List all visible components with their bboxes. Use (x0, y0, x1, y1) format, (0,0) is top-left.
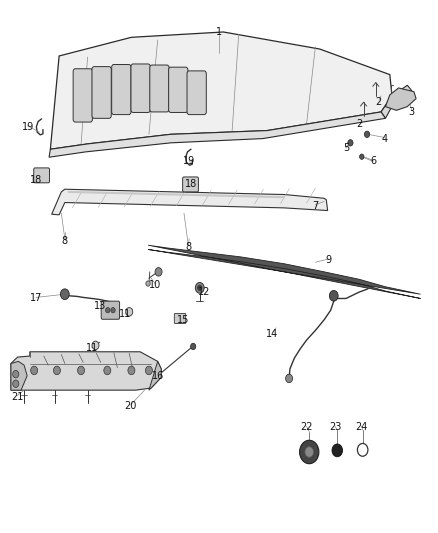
Circle shape (53, 366, 60, 375)
Circle shape (128, 366, 135, 375)
Circle shape (78, 366, 85, 375)
FancyBboxPatch shape (183, 177, 198, 192)
Circle shape (60, 289, 69, 300)
Text: 9: 9 (325, 255, 332, 265)
Circle shape (389, 97, 395, 103)
Text: 3: 3 (409, 107, 415, 117)
Circle shape (146, 281, 150, 286)
Polygon shape (49, 112, 385, 157)
Circle shape (360, 154, 364, 159)
Text: 11: 11 (119, 310, 131, 319)
Circle shape (329, 290, 338, 301)
FancyBboxPatch shape (34, 168, 49, 183)
Polygon shape (148, 245, 420, 298)
Text: 18: 18 (30, 175, 42, 185)
Text: 11: 11 (86, 343, 98, 352)
Text: 8: 8 (185, 242, 191, 252)
Circle shape (126, 308, 133, 316)
Circle shape (300, 440, 319, 464)
FancyBboxPatch shape (112, 64, 131, 115)
Polygon shape (68, 191, 285, 198)
Text: 6: 6 (370, 157, 376, 166)
Circle shape (13, 370, 19, 378)
Polygon shape (149, 361, 161, 390)
Text: 20: 20 (124, 401, 137, 411)
Text: 13: 13 (94, 302, 106, 311)
FancyBboxPatch shape (73, 69, 92, 122)
Circle shape (198, 285, 202, 290)
Text: 2: 2 (376, 98, 382, 107)
Polygon shape (11, 361, 27, 390)
Text: 8: 8 (62, 236, 68, 246)
FancyBboxPatch shape (169, 67, 188, 112)
Text: 4: 4 (381, 134, 388, 143)
Text: 7: 7 (312, 201, 318, 211)
Polygon shape (50, 32, 392, 149)
FancyBboxPatch shape (150, 65, 169, 112)
Text: 23: 23 (329, 423, 341, 432)
Circle shape (332, 444, 343, 457)
Text: 14: 14 (266, 329, 279, 338)
Text: 2: 2 (356, 119, 362, 128)
Polygon shape (385, 88, 416, 110)
Circle shape (104, 366, 111, 375)
Polygon shape (381, 85, 412, 118)
Circle shape (155, 268, 162, 276)
Text: 12: 12 (198, 287, 210, 297)
FancyBboxPatch shape (174, 313, 186, 324)
Circle shape (401, 94, 406, 100)
Circle shape (111, 308, 115, 313)
Text: 19: 19 (183, 157, 195, 166)
Text: 17: 17 (30, 294, 42, 303)
FancyBboxPatch shape (187, 71, 206, 115)
Text: 21: 21 (11, 392, 24, 401)
Text: 16: 16 (152, 372, 164, 381)
Polygon shape (52, 189, 328, 215)
Text: 19: 19 (21, 122, 34, 132)
Text: 24: 24 (356, 423, 368, 432)
Circle shape (191, 343, 196, 350)
Polygon shape (11, 352, 161, 390)
Text: 5: 5 (343, 143, 349, 153)
FancyBboxPatch shape (101, 301, 120, 319)
Circle shape (13, 380, 19, 387)
Circle shape (364, 131, 370, 138)
Circle shape (106, 308, 110, 313)
Circle shape (31, 366, 38, 375)
Circle shape (286, 374, 293, 383)
Text: 15: 15 (177, 315, 189, 325)
Circle shape (305, 447, 314, 457)
Circle shape (145, 366, 152, 375)
FancyBboxPatch shape (92, 67, 111, 118)
Text: 10: 10 (149, 280, 162, 290)
Text: 1: 1 (216, 27, 222, 37)
Text: 18: 18 (185, 179, 197, 189)
FancyBboxPatch shape (131, 64, 150, 112)
Text: 22: 22 (300, 423, 313, 432)
Circle shape (195, 282, 204, 293)
Circle shape (348, 140, 353, 146)
Circle shape (92, 341, 99, 350)
